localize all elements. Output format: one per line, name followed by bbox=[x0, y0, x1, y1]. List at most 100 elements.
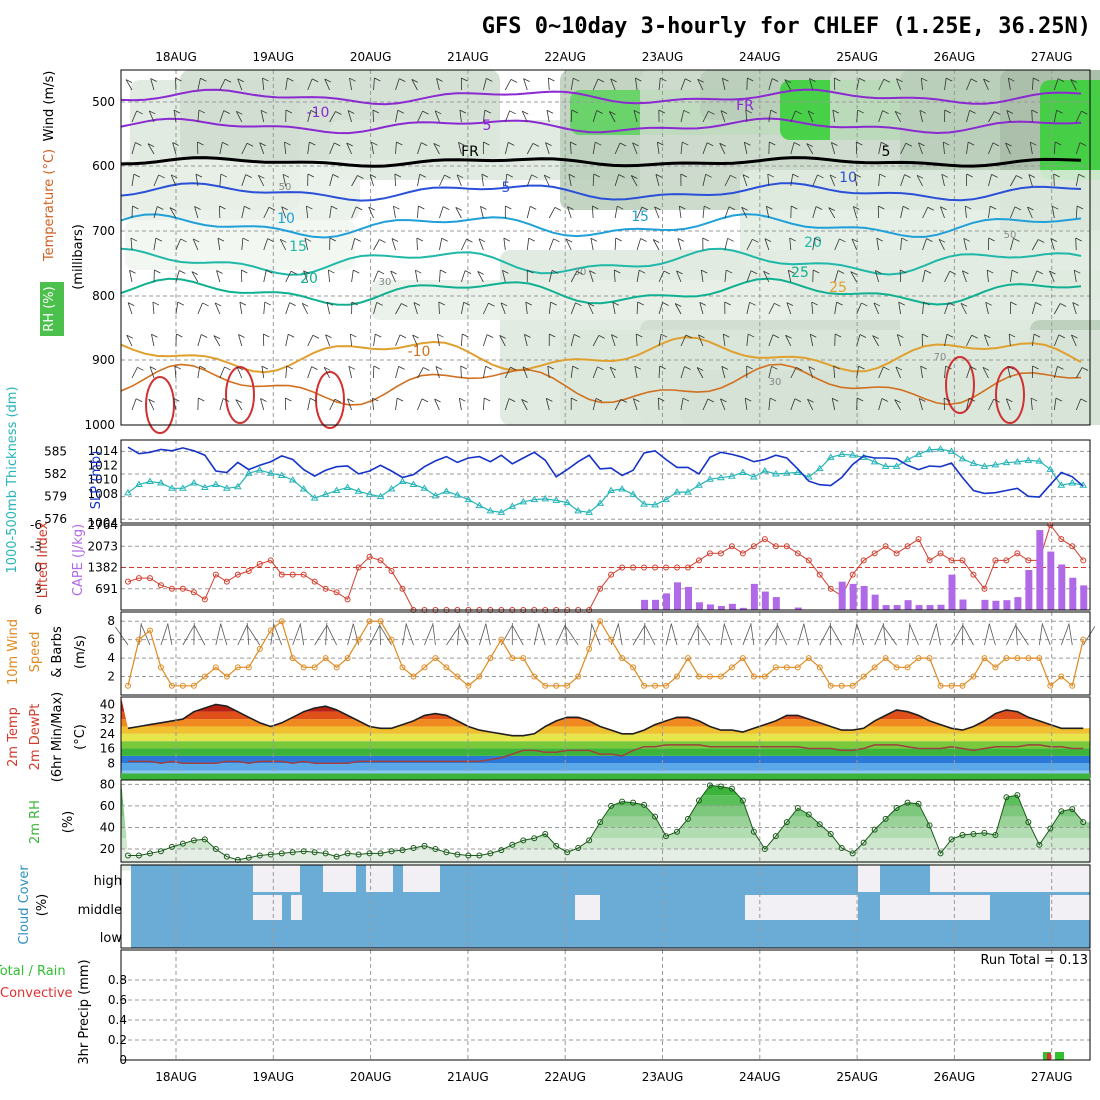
lifted-index-line-point bbox=[728, 543, 735, 550]
wind-barb-flag bbox=[788, 269, 795, 274]
wind-barb bbox=[417, 174, 421, 187]
wind-barb-flag bbox=[311, 366, 318, 371]
wind-barb bbox=[988, 206, 991, 219]
wind-barb bbox=[191, 271, 199, 283]
wind-barb bbox=[988, 142, 994, 155]
wind-barb-flag bbox=[547, 365, 554, 370]
thickness-line-point bbox=[969, 459, 978, 466]
lifted-index-tick-label: 3 bbox=[34, 582, 42, 596]
wind-barb bbox=[698, 334, 704, 347]
cape-bar bbox=[663, 593, 671, 610]
wind10-barb bbox=[777, 624, 788, 646]
wind-barb-flag bbox=[1070, 79, 1077, 83]
wind-barb bbox=[351, 206, 357, 219]
wind-barb bbox=[394, 173, 396, 187]
wind-barb bbox=[922, 270, 926, 283]
temp2m-tick-label: 40 bbox=[100, 697, 115, 711]
lifted-index-line-point bbox=[608, 571, 615, 578]
wind-barb bbox=[789, 238, 792, 251]
wind-barb-flag bbox=[918, 142, 925, 147]
wind-barb-flag bbox=[455, 207, 462, 211]
wind-barb-flag bbox=[310, 110, 317, 114]
cape-bar bbox=[1036, 530, 1044, 610]
wind-barb-flag bbox=[393, 205, 400, 210]
wind-barb-flag bbox=[927, 206, 934, 211]
wind-barb-flag bbox=[945, 365, 952, 370]
wind10-speed-line-point bbox=[706, 673, 713, 680]
thickness-line-point bbox=[552, 496, 561, 503]
wind-barb bbox=[436, 334, 440, 347]
wind-barb-flag bbox=[328, 269, 335, 274]
wind-barb-flag bbox=[965, 205, 972, 210]
wind-barb-flag bbox=[741, 206, 748, 211]
wind10-barb bbox=[984, 623, 990, 646]
wind-barb bbox=[742, 174, 748, 187]
wind10-speed-line-point bbox=[487, 655, 494, 662]
wind-barb-flag bbox=[202, 302, 209, 307]
wind-barb-flag bbox=[263, 333, 270, 338]
wind-barb-flag bbox=[546, 397, 553, 402]
wind-barb-flag bbox=[464, 270, 472, 274]
wind-barb bbox=[522, 366, 528, 379]
temperature-isotherm-hot bbox=[315, 371, 345, 429]
cloud-unit: (%) bbox=[35, 894, 50, 917]
wind-barb-flag bbox=[459, 397, 466, 402]
wind-barb-flag bbox=[353, 269, 360, 274]
wind10-speed-line bbox=[127, 619, 1084, 687]
wind10-barb bbox=[720, 623, 725, 646]
wind-barb-flag bbox=[500, 302, 508, 307]
wind-barb-flag bbox=[774, 302, 781, 307]
wind-barb bbox=[570, 271, 578, 283]
wind-barb bbox=[241, 238, 244, 251]
lifted-index-line-point bbox=[366, 553, 373, 560]
lifted-index-line-point bbox=[970, 571, 977, 578]
wind-barb bbox=[658, 78, 661, 91]
lifted-index-line-point bbox=[959, 557, 966, 564]
wind10-speed-line-point bbox=[816, 664, 823, 671]
wind-barb bbox=[131, 398, 137, 411]
wind10-speed-line-point bbox=[926, 655, 933, 662]
isotherm-label: 20 bbox=[300, 271, 318, 287]
cloud-high-clear bbox=[323, 865, 356, 892]
date-label-top: 19AUG bbox=[253, 50, 295, 64]
lifted-index-line-point bbox=[223, 578, 230, 585]
wind-barb bbox=[482, 398, 485, 411]
lifted-index-line-point bbox=[135, 575, 142, 582]
wind-barb-flag bbox=[440, 269, 447, 274]
wind-barb bbox=[768, 303, 775, 315]
wind-barb-flag bbox=[325, 334, 332, 339]
rh2m-line-point bbox=[1058, 808, 1065, 815]
date-label-top: 18AUG bbox=[155, 50, 197, 64]
thickness-line-point bbox=[222, 484, 231, 491]
wind-barb-flag bbox=[858, 77, 866, 82]
wind-barb bbox=[674, 303, 682, 315]
wind-barb bbox=[373, 270, 379, 283]
wind-barb bbox=[241, 174, 247, 187]
wind-barb bbox=[461, 334, 463, 347]
wind-barb-flag bbox=[484, 397, 491, 402]
wind-barb bbox=[1070, 79, 1077, 91]
wind-barb-flag bbox=[609, 366, 617, 371]
wind-barb-flag bbox=[657, 141, 664, 146]
wind-barb-flag bbox=[268, 206, 276, 211]
thickness-line-point bbox=[211, 480, 220, 488]
wind-barb-flag bbox=[1036, 270, 1044, 275]
cape-bar bbox=[728, 603, 736, 610]
lifted-index-line bbox=[127, 523, 1084, 611]
rh2m-tick-label: 60 bbox=[100, 799, 115, 813]
lifted-index-tick-label: 0 bbox=[34, 561, 42, 575]
wind-barb bbox=[213, 335, 221, 347]
cape-bar bbox=[1025, 570, 1033, 610]
rh2m-line-point bbox=[421, 842, 428, 849]
wind-barb-flag bbox=[968, 397, 976, 402]
wind-barb bbox=[263, 302, 266, 315]
thickness-line-point bbox=[738, 468, 747, 475]
wind10-barb bbox=[424, 624, 434, 646]
wind10-speed-line-point bbox=[948, 682, 955, 689]
wind-barb-flag bbox=[459, 109, 467, 114]
rh2m-line-point bbox=[1025, 819, 1032, 826]
thickness-line-point bbox=[1013, 457, 1022, 465]
wind-barb bbox=[439, 206, 444, 219]
wind-barb-flag bbox=[369, 174, 377, 178]
